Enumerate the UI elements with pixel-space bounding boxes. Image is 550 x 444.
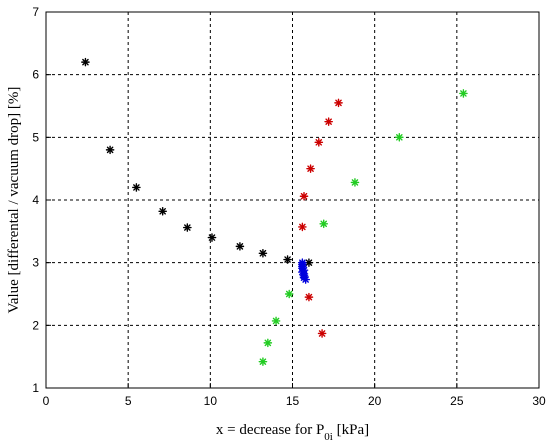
y-tick-label: 5 [32,130,39,144]
data-point-series-3 [395,133,404,142]
data-point-series-1 [283,255,292,264]
y-tick-label: 2 [32,318,39,332]
x-tick-label: 5 [125,394,132,408]
data-markers [81,57,468,366]
grid-lines [46,12,539,388]
x-axis-title-unit: [kPa] [333,422,369,438]
data-point-series-2 [304,292,314,302]
y-tick-label: 1 [32,381,39,395]
data-point-series-2 [314,138,324,147]
x-axis-title: x = decrease for P0i [kPa] [216,422,369,443]
data-point-series-3 [459,89,468,98]
data-point-series-3 [263,338,273,348]
y-axis-title: Value [differental / vacuum drop] [%] [6,87,22,314]
x-axis-title-subscript: 0i [324,431,333,443]
x-axis-title-main: x = decrease for P [216,422,324,438]
data-point-series-2 [299,191,309,201]
x-tick-label: 20 [368,394,382,408]
data-point-series-1 [132,183,141,192]
x-tick-label: 10 [204,394,218,408]
data-point-series-3 [284,289,294,299]
data-point-series-3 [258,357,268,366]
data-point-series-4 [301,275,310,284]
data-point-series-2 [317,329,327,338]
data-point-series-3 [271,316,281,326]
data-point-series-1 [207,233,217,242]
x-tick-label: 0 [43,394,50,408]
x-tick-label: 25 [450,394,464,408]
y-tick-label: 3 [32,256,39,270]
data-point-series-3 [319,219,329,229]
data-point-series-1 [258,248,268,258]
axis-ticks: 0 5 10 15 20 25 30 1 2 3 4 5 6 7 [32,5,546,408]
data-point-series-1 [235,242,245,251]
y-tick-label: 6 [32,68,39,82]
data-point-series-1 [158,206,167,216]
data-point-series-2 [334,98,343,108]
x-tick-label: 30 [532,394,546,408]
data-point-series-2 [298,222,307,232]
y-tick-label: 7 [32,5,39,19]
y-tick-label: 4 [32,193,39,207]
data-point-series-1 [81,57,90,67]
data-point-series-2 [306,164,315,173]
x-tick-label: 15 [286,394,300,408]
data-point-series-2 [324,117,333,126]
data-point-series-1 [105,145,115,155]
data-point-series-1 [183,223,192,232]
data-point-series-3 [350,178,360,187]
